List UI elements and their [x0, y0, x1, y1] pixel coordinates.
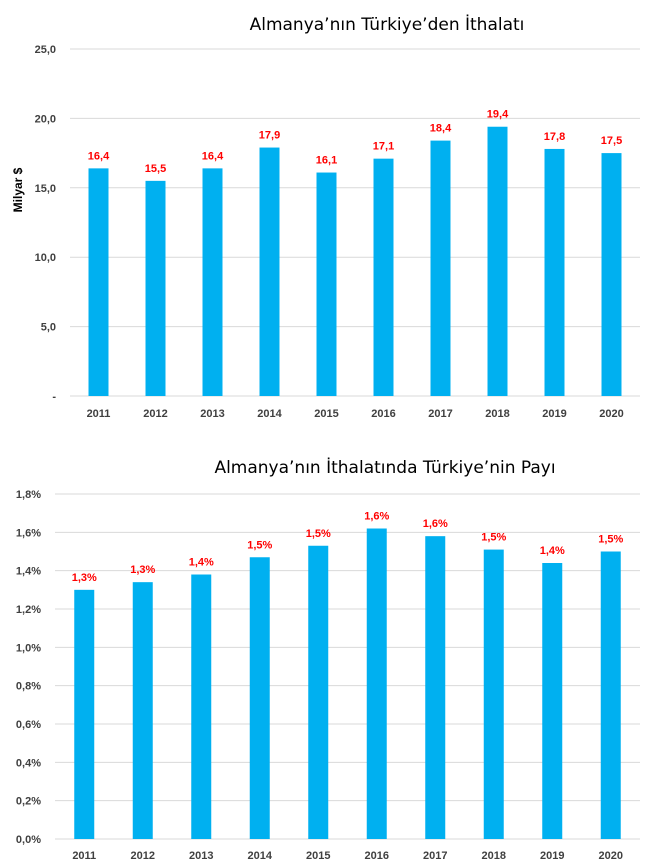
y-axis-label: Milyar $: [11, 167, 25, 212]
data-label: 16,1: [316, 155, 337, 167]
y-tick-label: 25,0: [35, 44, 56, 56]
data-label: 1,6%: [423, 518, 448, 530]
bar: [132, 582, 153, 839]
chart-title: Almanya’nın Türkiye’den İthalatı: [250, 14, 525, 35]
x-tick-label: 2017: [423, 850, 447, 862]
x-tick-label: 2015: [314, 408, 338, 420]
x-tick-label: 2017: [428, 408, 452, 420]
data-label: 1,5%: [306, 528, 331, 540]
x-tick-label: 2013: [189, 850, 213, 862]
x-tick-label: 2014: [248, 850, 273, 862]
y-tick-label: -: [52, 391, 56, 403]
bar: [259, 147, 280, 396]
data-label: 17,9: [259, 130, 280, 142]
y-tick-label: 1,6%: [16, 527, 41, 539]
bar: [308, 545, 329, 839]
x-tick-label: 2011: [87, 408, 111, 420]
bar: [316, 172, 337, 396]
y-tick-label: 1,8%: [16, 489, 41, 501]
x-tick-label: 2013: [200, 408, 224, 420]
x-tick-label: 2016: [371, 408, 395, 420]
x-tick-label: 2012: [131, 850, 155, 862]
data-label: 16,4: [88, 150, 110, 162]
bar: [487, 126, 508, 396]
data-label: 1,5%: [598, 534, 623, 546]
bar: [74, 589, 95, 839]
data-label: 1,4%: [540, 545, 565, 557]
bar: [544, 148, 565, 396]
data-label: 15,5: [145, 163, 166, 175]
y-tick-label: 0,6%: [16, 719, 41, 731]
data-label: 1,5%: [481, 532, 506, 544]
chart-share: Almanya’nın İthalatında Türkiye’nin Payı…: [0, 440, 650, 867]
y-tick-label: 0,0%: [16, 834, 41, 846]
bar: [600, 551, 621, 839]
data-label: 1,3%: [130, 564, 155, 576]
x-tick-label: 2020: [599, 408, 623, 420]
data-label: 17,5: [601, 135, 622, 147]
y-tick-label: 0,2%: [16, 796, 41, 808]
chart-share-svg: Almanya’nın İthalatında Türkiye’nin Payı…: [16, 457, 640, 862]
x-tick-label: 2014: [257, 408, 282, 420]
y-tick-label: 0,8%: [16, 681, 41, 693]
chart-title: Almanya’nın İthalatında Türkiye’nin Payı: [214, 457, 555, 478]
x-tick-label: 2015: [306, 850, 330, 862]
bar: [425, 536, 446, 839]
y-tick-label: 0,4%: [16, 757, 41, 769]
data-label: 17,8: [544, 131, 565, 143]
bar: [88, 168, 109, 396]
data-label: 1,3%: [72, 572, 97, 584]
bar: [145, 180, 166, 396]
bar: [191, 574, 212, 839]
data-label: 19,4: [487, 109, 509, 121]
bar: [601, 153, 622, 396]
bar: [430, 140, 451, 396]
data-label: 1,6%: [364, 511, 389, 523]
bar: [542, 563, 563, 839]
data-label: 1,4%: [189, 557, 214, 569]
x-tick-label: 2016: [365, 850, 389, 862]
bar: [373, 158, 394, 396]
x-tick-label: 2012: [143, 408, 167, 420]
bar: [202, 168, 223, 396]
y-tick-label: 5,0: [41, 322, 56, 334]
y-tick-label: 20,0: [35, 113, 56, 125]
data-label: 1,5%: [247, 539, 272, 551]
bar: [249, 557, 270, 839]
x-tick-label: 2011: [72, 850, 96, 862]
data-label: 17,1: [373, 141, 394, 153]
x-tick-label: 2019: [542, 408, 566, 420]
data-label: 16,4: [202, 150, 224, 162]
y-tick-label: 1,2%: [16, 604, 41, 616]
y-tick-label: 15,0: [35, 183, 56, 195]
chart-imports: Almanya’nın Türkiye’den İthalatı Milyar …: [0, 0, 650, 430]
x-tick-label: 2018: [482, 850, 506, 862]
bar: [366, 528, 387, 839]
x-tick-label: 2018: [485, 408, 509, 420]
x-tick-label: 2019: [540, 850, 564, 862]
chart-imports-svg: Almanya’nın Türkiye’den İthalatı Milyar …: [11, 14, 640, 420]
data-label: 18,4: [430, 123, 452, 135]
bar: [483, 549, 504, 839]
y-tick-label: 1,4%: [16, 566, 41, 578]
y-tick-label: 10,0: [35, 252, 56, 264]
x-tick-label: 2020: [599, 850, 623, 862]
y-tick-label: 1,0%: [16, 642, 41, 654]
